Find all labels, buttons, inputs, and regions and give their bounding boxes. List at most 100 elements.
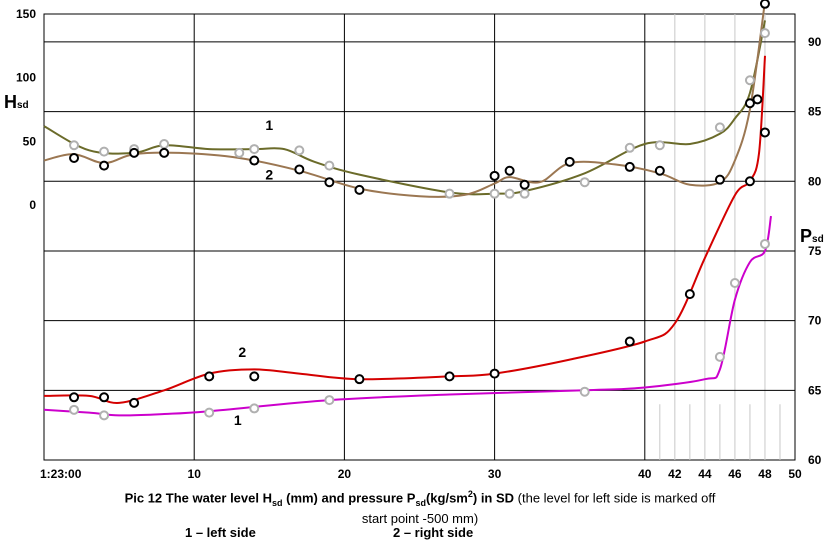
x-tick-label: 40 bbox=[638, 467, 652, 481]
data-point bbox=[744, 98, 755, 109]
data-point bbox=[129, 397, 140, 408]
left-axis-title: Hsd bbox=[4, 92, 29, 112]
left-tick-label: 0 bbox=[29, 198, 36, 212]
data-point bbox=[519, 188, 530, 199]
x-tick-label: 30 bbox=[488, 467, 502, 481]
data-point bbox=[294, 164, 305, 175]
data-point bbox=[444, 188, 455, 199]
x-tick-label: 42 bbox=[668, 467, 682, 481]
data-point bbox=[249, 371, 260, 382]
series-label: 1 bbox=[265, 117, 273, 133]
right-tick-label: 60 bbox=[808, 453, 822, 467]
right-tick-label: 65 bbox=[808, 383, 822, 397]
data-point bbox=[99, 392, 110, 403]
right-tick-label: 70 bbox=[808, 314, 822, 328]
left-tick-label: 50 bbox=[23, 134, 37, 148]
series-curves bbox=[43, 1, 772, 417]
data-point bbox=[159, 147, 170, 158]
data-point bbox=[159, 138, 170, 149]
data-point bbox=[759, 0, 770, 9]
data-point bbox=[324, 177, 335, 188]
data-point bbox=[504, 188, 515, 199]
data-point bbox=[249, 403, 260, 414]
data-point bbox=[579, 386, 590, 397]
data-point bbox=[69, 140, 80, 151]
data-point bbox=[624, 142, 635, 153]
gridlines bbox=[43, 13, 796, 461]
data-point bbox=[714, 351, 725, 362]
data-point bbox=[99, 146, 110, 157]
series-label: 2 bbox=[265, 167, 273, 183]
data-point bbox=[234, 147, 245, 158]
data-point bbox=[204, 407, 215, 418]
right-tick-label: 75 bbox=[808, 244, 822, 258]
data-point bbox=[714, 122, 725, 133]
plot-frame bbox=[43, 13, 796, 461]
x-tick-label: 44 bbox=[698, 467, 712, 481]
x-tick-label: 1:23:00 bbox=[40, 467, 82, 481]
data-point bbox=[489, 170, 500, 181]
x-tick-label: 46 bbox=[728, 467, 742, 481]
data-point bbox=[249, 155, 260, 166]
svg-text:Hsd: Hsd bbox=[4, 92, 29, 112]
data-point bbox=[654, 165, 665, 176]
data-point bbox=[752, 94, 763, 105]
svg-text:Psd: Psd bbox=[800, 226, 824, 246]
data-point bbox=[759, 238, 770, 249]
series-labels: 1 2 2 1 bbox=[234, 117, 274, 428]
x-tick-label: 20 bbox=[338, 467, 352, 481]
legend-item-right-side: 2 – right side bbox=[393, 525, 474, 540]
x-axis-ticks: 1:23:00 10 20 30 40 42 44 46 48 50 bbox=[40, 467, 802, 481]
left-axis-ticks: 150 100 50 0 bbox=[16, 7, 36, 212]
data-point bbox=[324, 160, 335, 171]
legend: 1 – left side 2 – right side bbox=[0, 525, 840, 545]
data-point bbox=[684, 289, 695, 300]
data-point bbox=[204, 371, 215, 382]
data-point bbox=[624, 161, 635, 172]
data-point bbox=[99, 160, 110, 171]
data-point bbox=[354, 374, 365, 385]
data-point bbox=[69, 404, 80, 415]
data-point bbox=[294, 145, 305, 156]
series-markers bbox=[69, 0, 770, 421]
data-point bbox=[324, 395, 335, 406]
data-point bbox=[744, 75, 755, 86]
data-point bbox=[564, 156, 575, 167]
data-point bbox=[69, 392, 80, 403]
data-point bbox=[579, 177, 590, 188]
data-point bbox=[714, 174, 725, 185]
right-axis-title: Psd bbox=[800, 226, 824, 246]
data-point bbox=[729, 277, 740, 288]
left-tick-label: 150 bbox=[16, 7, 36, 21]
x-tick-label: 10 bbox=[188, 467, 202, 481]
data-point bbox=[489, 368, 500, 379]
data-point bbox=[654, 140, 665, 151]
data-point bbox=[129, 147, 140, 158]
data-point bbox=[99, 410, 110, 421]
right-tick-label: 80 bbox=[808, 174, 822, 188]
right-tick-label: 90 bbox=[808, 35, 822, 49]
caption-line-2: start point -500 mm) bbox=[361, 510, 479, 526]
data-point bbox=[354, 184, 365, 195]
data-point bbox=[504, 165, 515, 176]
data-point bbox=[624, 336, 635, 347]
data-point bbox=[249, 144, 260, 155]
data-point bbox=[759, 127, 770, 138]
legend-item-left-side: 1 – left side bbox=[185, 525, 256, 540]
right-axis-ticks: 90 85 80 75 70 65 60 bbox=[808, 35, 822, 467]
x-tick-label: 48 bbox=[758, 467, 772, 481]
x-tick-label: 50 bbox=[788, 467, 802, 481]
series-label: 2 bbox=[238, 344, 246, 360]
series-line-p-2 bbox=[43, 55, 766, 404]
data-point bbox=[489, 188, 500, 199]
data-point bbox=[519, 179, 530, 190]
left-tick-label: 100 bbox=[16, 71, 36, 85]
caption-line-1: Pic 12 The water level Hsd (mm) and pres… bbox=[124, 489, 716, 508]
series-line-p-1 bbox=[43, 215, 772, 417]
right-tick-label: 85 bbox=[808, 105, 822, 119]
data-point bbox=[759, 28, 770, 39]
data-point bbox=[69, 152, 80, 163]
series-label: 1 bbox=[234, 412, 242, 428]
figure-caption: Pic 12 The water level Hsd (mm) and pres… bbox=[30, 486, 810, 527]
